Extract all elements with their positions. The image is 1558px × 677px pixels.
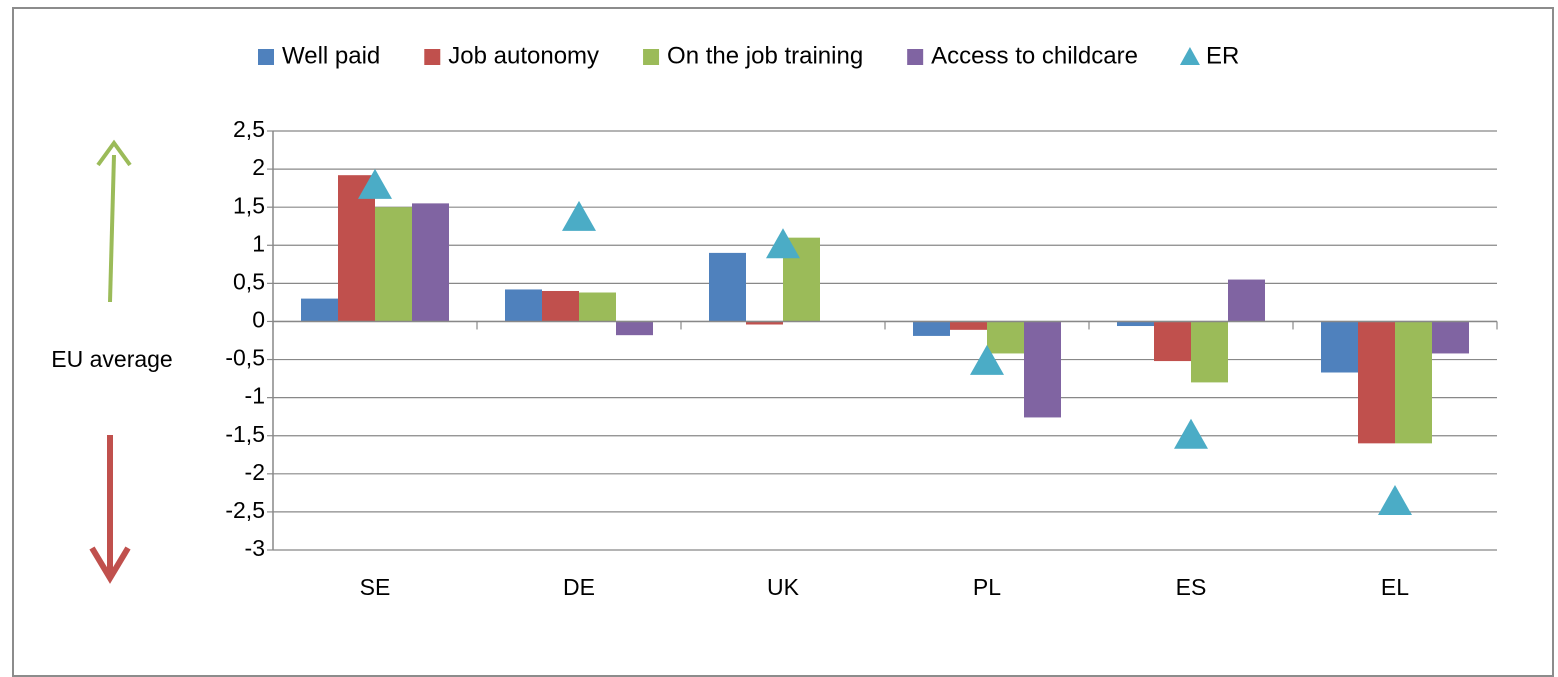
er-marker	[1378, 485, 1412, 516]
y-tick-label: -0,5	[225, 345, 265, 371]
bar	[1358, 321, 1395, 444]
er-marker	[358, 168, 392, 199]
x-tick-label: PL	[973, 574, 1001, 600]
bar	[1117, 321, 1154, 327]
y-tick-label: -2,5	[225, 497, 265, 523]
legend-swatch	[907, 49, 924, 65]
bar	[338, 175, 375, 322]
legend-swatch	[643, 49, 660, 65]
er-marker	[562, 200, 596, 231]
y-tick-label: -3	[245, 535, 265, 561]
bar	[579, 292, 616, 322]
legend-label: Job autonomy	[448, 42, 599, 69]
legend-swatch	[424, 49, 441, 65]
y-tick-label: -2	[245, 459, 265, 485]
y-tick-label: 2	[252, 154, 265, 180]
bar	[1395, 321, 1432, 444]
bar	[1321, 321, 1358, 373]
bar	[542, 290, 579, 322]
bar	[709, 252, 746, 322]
chart-frame	[12, 7, 1554, 677]
y-tick-label: 0	[252, 307, 265, 333]
bar	[616, 321, 653, 336]
legend-label: Access to childcare	[931, 42, 1138, 69]
bar	[1228, 279, 1265, 322]
up-arrow	[96, 139, 132, 303]
down-arrow	[89, 435, 131, 584]
y-tick-label: -1	[245, 383, 265, 409]
y-tick-label: 2,5	[233, 116, 265, 142]
bar	[375, 207, 412, 322]
x-tick-label: EL	[1381, 574, 1409, 600]
legend-label: ER	[1206, 42, 1239, 69]
legend-label: On the job training	[667, 42, 863, 69]
bar	[301, 298, 338, 322]
bar	[913, 321, 950, 336]
bar	[987, 321, 1024, 354]
bar	[950, 321, 987, 330]
x-tick-label: ES	[1176, 574, 1207, 600]
y-axis-label: EU average	[51, 346, 172, 372]
bar	[505, 289, 542, 322]
legend-marker	[1179, 47, 1200, 65]
x-tick-label: DE	[563, 574, 595, 600]
y-tick-label: -1,5	[225, 421, 265, 447]
legend-swatch	[258, 49, 274, 65]
y-tick-label: 1,5	[233, 192, 265, 218]
bar	[1191, 321, 1228, 383]
bar	[746, 321, 783, 325]
bar	[1432, 321, 1469, 354]
legend-label: Well paid	[282, 42, 380, 69]
bar	[1024, 321, 1061, 418]
y-tick-label: 1	[252, 230, 265, 256]
y-tick-label: 0,5	[233, 268, 265, 294]
x-tick-label: SE	[360, 574, 391, 600]
bar	[1154, 321, 1191, 362]
bar	[412, 203, 449, 322]
er-marker	[766, 228, 800, 259]
x-tick-label: UK	[767, 574, 800, 600]
er-marker	[1174, 418, 1208, 449]
er-marker	[970, 344, 1004, 375]
